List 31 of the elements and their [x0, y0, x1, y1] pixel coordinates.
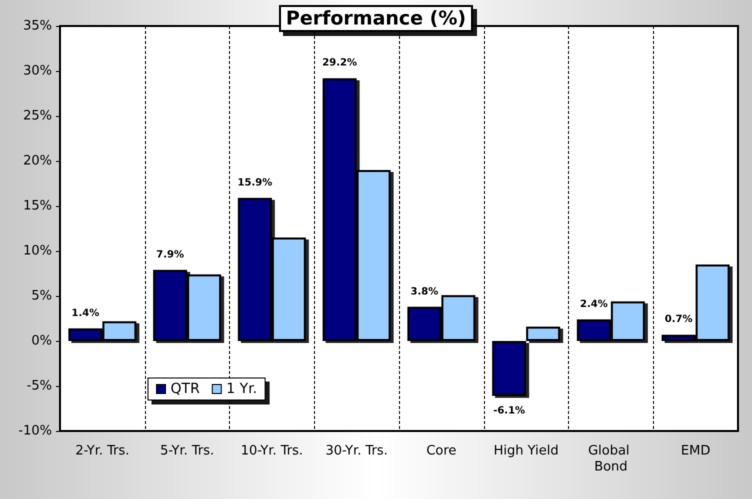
- y-tick-label: 20%: [23, 154, 52, 168]
- data-label: 15.9%: [238, 177, 272, 188]
- y-tick-label: 5%: [31, 288, 52, 304]
- data-label: 0.7%: [664, 314, 692, 326]
- chart-title: Performance (%): [286, 8, 466, 30]
- y-tick-label: -5%: [26, 378, 52, 394]
- y-tick-label: 0%: [31, 334, 52, 348]
- x-tick-label: 2-Yr. Trs.: [75, 444, 130, 458]
- data-label: 2.4%: [580, 298, 608, 310]
- legend-label: 1 Yr.: [226, 381, 258, 397]
- y-tick-label: 30%: [23, 64, 52, 78]
- data-label: 29.2%: [322, 58, 357, 69]
- x-tick-label: High Yield: [494, 444, 559, 458]
- x-tick-label: Core: [426, 444, 456, 458]
- bar: [526, 326, 560, 341]
- y-tick-label: 25%: [23, 108, 52, 124]
- data-label: 3.8%: [410, 286, 438, 298]
- y-tick-label: 15%: [23, 198, 52, 214]
- y-tick-label: 35%: [23, 18, 52, 34]
- legend-label: QTR: [170, 381, 200, 397]
- y-tick-label: 10%: [23, 244, 52, 258]
- x-tick-label: 10-Yr. Trs.: [240, 444, 304, 458]
- y-tick-label: -10%: [18, 424, 52, 438]
- x-tick-label: EMD: [680, 444, 710, 458]
- x-tick-label: 5-Yr. Trs.: [160, 444, 214, 458]
- data-label: 7.9%: [156, 249, 184, 260]
- x-tick-label: Global Bond: [588, 444, 634, 474]
- bar: [492, 341, 526, 396]
- x-tick-label: 30-Yr. Trs.: [325, 444, 388, 458]
- data-label: 1.4%: [72, 308, 100, 319]
- data-label: -6.1%: [493, 405, 526, 416]
